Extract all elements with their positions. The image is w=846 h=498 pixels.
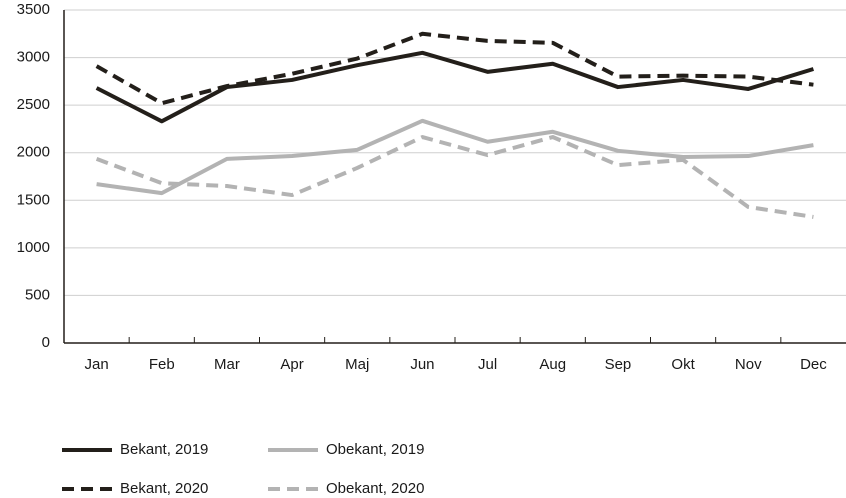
series-line — [95, 50, 815, 124]
series-line — [95, 135, 814, 219]
legend-label: Obekant, 2020 — [326, 480, 424, 497]
legend-label: Bekant, 2019 — [120, 441, 208, 458]
x-tick-label: Maj — [345, 356, 369, 373]
y-tick-label: 3500 — [17, 1, 50, 18]
legend-label: Obekant, 2019 — [326, 441, 424, 458]
y-tick-label: 2000 — [17, 144, 50, 161]
x-tick-label: Aug — [539, 356, 566, 373]
x-tick-label: Dec — [800, 356, 827, 373]
x-tick-label: Jan — [84, 356, 108, 373]
x-tick-label: Sep — [605, 356, 632, 373]
y-tick-label: 3000 — [17, 49, 50, 66]
y-tick-label: 500 — [25, 286, 50, 303]
series-line — [95, 31, 814, 106]
x-tick-label: Jun — [410, 356, 434, 373]
x-tick-label: Feb — [149, 356, 175, 373]
y-tick-label: 2500 — [17, 96, 50, 113]
y-tick-label: 0 — [42, 334, 50, 351]
x-tick-label: Apr — [280, 356, 303, 373]
y-tick-label: 1000 — [17, 239, 50, 256]
y-tick-label: 1500 — [17, 191, 50, 208]
x-tick-label: Jul — [478, 356, 497, 373]
x-tick-label: Okt — [671, 356, 695, 373]
x-tick-label: Mar — [214, 356, 240, 373]
series-line — [96, 118, 814, 196]
legend-label: Bekant, 2020 — [120, 480, 208, 497]
x-tick-label: Nov — [735, 356, 762, 373]
